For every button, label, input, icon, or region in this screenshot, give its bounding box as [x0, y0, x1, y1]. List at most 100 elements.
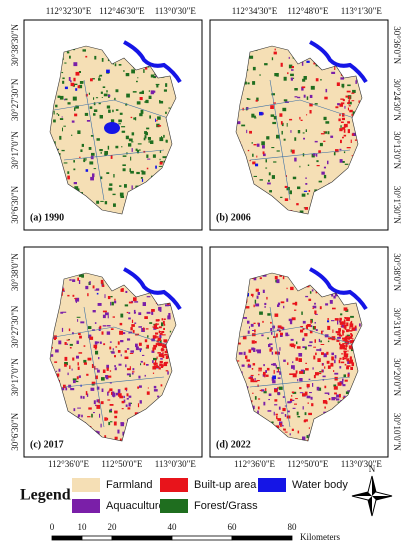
- city-patch: [159, 363, 163, 367]
- city-patch: [343, 348, 347, 350]
- city-patch: [349, 346, 352, 350]
- city-patch: [345, 346, 347, 351]
- city-patch: [159, 326, 162, 329]
- forest-patch: [89, 106, 93, 109]
- forest-patch: [118, 64, 122, 66]
- aquaculture-patch: [256, 295, 259, 299]
- built-patch: [56, 373, 60, 377]
- built-patch: [292, 373, 297, 378]
- compass-shade: [368, 496, 372, 516]
- city-patch: [161, 318, 163, 321]
- built-patch: [294, 301, 298, 306]
- built-patch: [295, 370, 298, 374]
- forest-patch: [125, 103, 128, 106]
- aquaculture-patch: [125, 404, 128, 407]
- city-patch: [342, 322, 344, 324]
- forest-patch: [345, 391, 349, 394]
- river: [123, 267, 182, 311]
- city-patch: [342, 332, 344, 336]
- aquaculture-patch: [135, 346, 139, 351]
- built-patch: [334, 376, 338, 381]
- built-patch: [280, 423, 282, 427]
- aquaculture-patch: [288, 56, 290, 59]
- built-patch: [330, 362, 334, 367]
- aquaculture-patch: [272, 363, 276, 366]
- city-patch: [163, 318, 166, 320]
- city-patch: [345, 124, 348, 128]
- forest-patch: [61, 72, 64, 74]
- built-patch: [160, 384, 163, 387]
- aquaculture-patch: [111, 392, 116, 397]
- built-patch: [290, 398, 293, 401]
- aquaculture-patch: [314, 140, 318, 143]
- aquaculture-patch: [277, 392, 280, 396]
- built-patch: [335, 331, 340, 334]
- city-patch: [347, 121, 350, 124]
- built-patch: [289, 373, 293, 375]
- built-patch: [110, 328, 114, 330]
- built-patch: [127, 368, 131, 371]
- forest-patch: [269, 190, 272, 193]
- scale-segment: [81, 535, 113, 541]
- forest-patch: [148, 140, 150, 143]
- map-panel: (a) 1990 112°32'30"E 112°46'30"E 113°0'30"E…: [10, 6, 203, 231]
- built-patch: [109, 370, 112, 372]
- built-patch: [249, 160, 251, 162]
- built-patch: [121, 400, 125, 404]
- built-patch: [333, 370, 335, 372]
- forest-patch: [145, 99, 149, 104]
- built-patch: [322, 400, 327, 404]
- built-patch: [292, 302, 296, 305]
- forest-patch: [292, 391, 297, 394]
- aquaculture-patch: [323, 411, 327, 414]
- forest-patch: [149, 115, 151, 119]
- aquaculture-patch: [117, 389, 121, 394]
- aquaculture-patch: [289, 320, 293, 325]
- forest-patch: [81, 143, 84, 147]
- city-patch: [340, 139, 342, 144]
- forest-patch: [282, 107, 287, 112]
- aquaculture-patch: [132, 368, 135, 371]
- city-patch: [158, 319, 160, 322]
- built-patch: [326, 360, 330, 364]
- aquaculture-patch: [72, 279, 76, 282]
- aquaculture-patch: [334, 397, 337, 399]
- aquaculture-patch: [126, 348, 130, 350]
- latitude-label: 30°1'30"N: [392, 186, 402, 224]
- aquaculture-patch: [123, 395, 125, 399]
- forest-patch: [323, 116, 327, 121]
- forest-patch: [327, 131, 330, 135]
- city-patch: [351, 92, 355, 94]
- built-patch: [337, 382, 342, 386]
- built-patch: [106, 367, 109, 371]
- aquaculture-patch: [141, 328, 145, 332]
- built-patch: [258, 398, 261, 400]
- aquaculture-patch: [82, 396, 85, 399]
- city-patch: [153, 347, 156, 350]
- built-patch: [255, 288, 259, 292]
- scale-unit: Kilometers: [300, 532, 340, 542]
- aquaculture-patch: [81, 414, 83, 418]
- built-patch: [298, 358, 300, 362]
- built-patch: [106, 417, 109, 421]
- aquaculture-patch: [167, 371, 169, 375]
- aquaculture-patch: [247, 330, 250, 334]
- built-patch: [334, 66, 336, 70]
- forest-patch: [159, 137, 164, 142]
- built-patch: [280, 121, 283, 125]
- built-patch: [251, 340, 255, 344]
- forest-patch: [74, 107, 76, 111]
- built-patch: [248, 377, 253, 379]
- forest-patch: [318, 180, 322, 183]
- forest-patch: [343, 374, 346, 378]
- built-patch: [310, 319, 312, 324]
- forest-patch: [129, 373, 131, 377]
- latitude-label: 30°24'30"N: [392, 79, 402, 122]
- city-patch: [163, 364, 168, 367]
- aquaculture-patch: [277, 302, 281, 306]
- north-arrow: N: [351, 464, 393, 517]
- forest-patch: [83, 359, 87, 363]
- built-patch: [280, 326, 284, 330]
- longitude-label: 112°48'0"E: [287, 6, 329, 16]
- city-patch: [349, 109, 353, 113]
